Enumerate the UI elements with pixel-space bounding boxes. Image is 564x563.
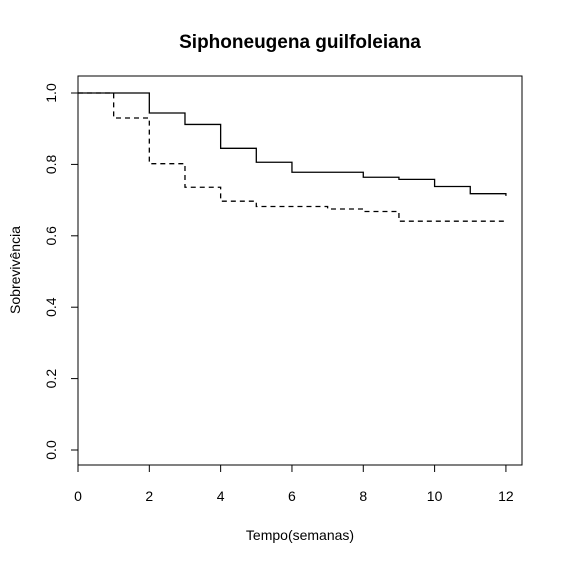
series-line-dashed	[78, 92, 506, 222]
x-tick-label: 8	[359, 488, 367, 504]
x-axis-label: Tempo(semanas)	[246, 527, 354, 543]
y-tick-label: 0.6	[43, 226, 59, 246]
y-axis: 0.0 0.2 0.4 0.6 0.8 1.0	[43, 83, 78, 460]
x-tick-label: 2	[145, 488, 153, 504]
x-tick-label: 12	[498, 488, 514, 504]
y-tick-label: 0.0	[43, 440, 59, 460]
y-axis-label: Sobrevivência	[7, 226, 23, 314]
y-tick-label: 1.0	[43, 83, 59, 103]
plot-area-frame	[77, 75, 523, 466]
y-tick-label: 0.8	[43, 154, 59, 174]
x-tick-label: 6	[288, 488, 296, 504]
y-tick-label: 0.2	[43, 369, 59, 389]
series-line-solid	[78, 92, 507, 196]
x-tick-label: 4	[217, 488, 225, 504]
series-layer	[78, 92, 507, 222]
x-axis: 0 2 4 6 8 10 12	[74, 465, 514, 504]
y-tick-label: 0.4	[43, 297, 59, 317]
x-tick-label: 10	[427, 488, 443, 504]
chart-title: Siphoneugena guilfoleiana	[179, 32, 421, 53]
x-tick-label: 0	[74, 488, 82, 504]
